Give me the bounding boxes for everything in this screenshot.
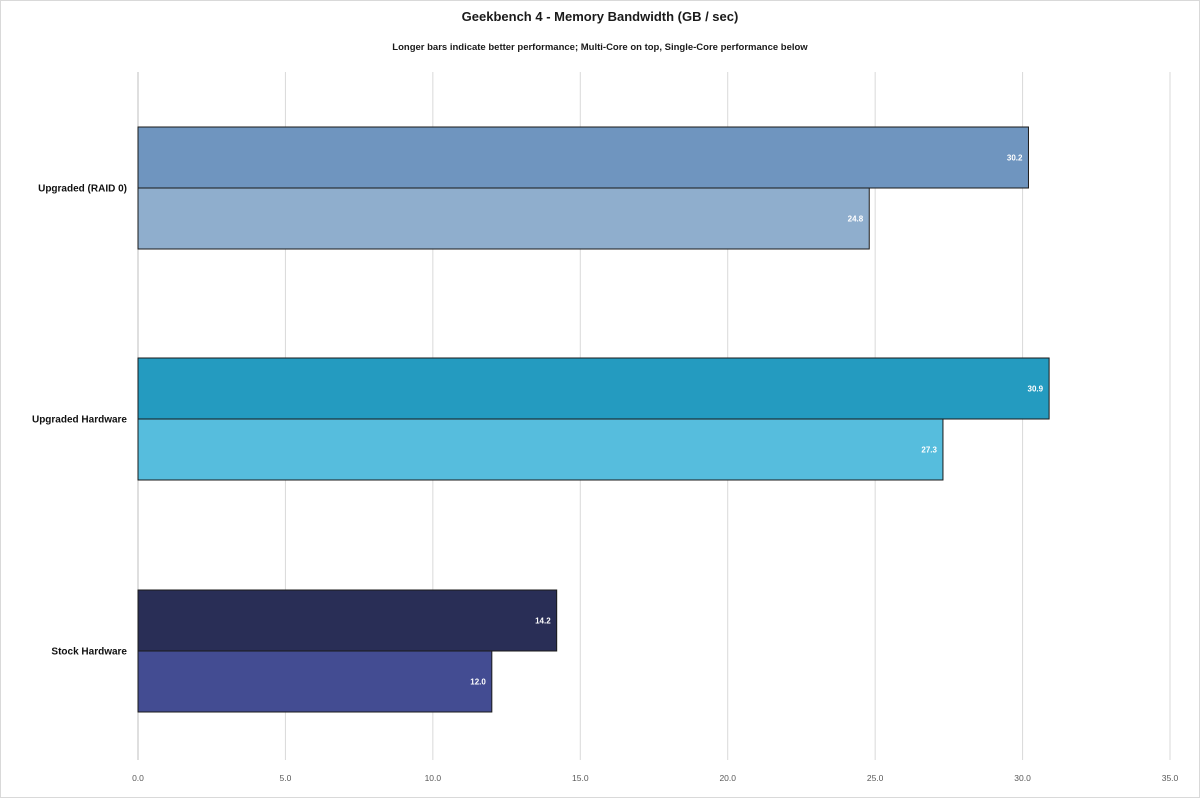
data-label: 30.2 <box>1007 154 1023 163</box>
bar <box>137 126 1029 189</box>
data-label: 14.2 <box>535 617 551 626</box>
bar <box>137 418 944 481</box>
data-label: 24.8 <box>848 215 864 224</box>
data-label: 27.3 <box>921 446 937 455</box>
bar <box>137 187 870 250</box>
x-tick-label: 15.0 <box>572 773 589 783</box>
x-tick-label: 0.0 <box>132 773 144 783</box>
chart-title: Geekbench 4 - Memory Bandwidth (GB / sec… <box>461 9 739 24</box>
chart-subtitle: Longer bars indicate better performance;… <box>392 42 808 53</box>
data-label: 30.9 <box>1028 385 1044 394</box>
x-tick-label: 10.0 <box>425 773 442 783</box>
bar <box>137 589 558 652</box>
x-tick-label: 20.0 <box>719 773 736 783</box>
bar <box>137 650 493 713</box>
category-label: Stock Hardware <box>51 647 127 658</box>
bar <box>137 357 1050 420</box>
x-tick-label: 25.0 <box>867 773 884 783</box>
x-tick-label: 30.0 <box>1014 773 1031 783</box>
x-tick-label: 35.0 <box>1162 773 1179 783</box>
data-label: 12.0 <box>470 678 486 687</box>
x-tick-label: 5.0 <box>280 773 292 783</box>
category-label: Upgraded (RAID 0) <box>38 184 127 195</box>
category-label: Upgraded Hardware <box>32 415 127 426</box>
